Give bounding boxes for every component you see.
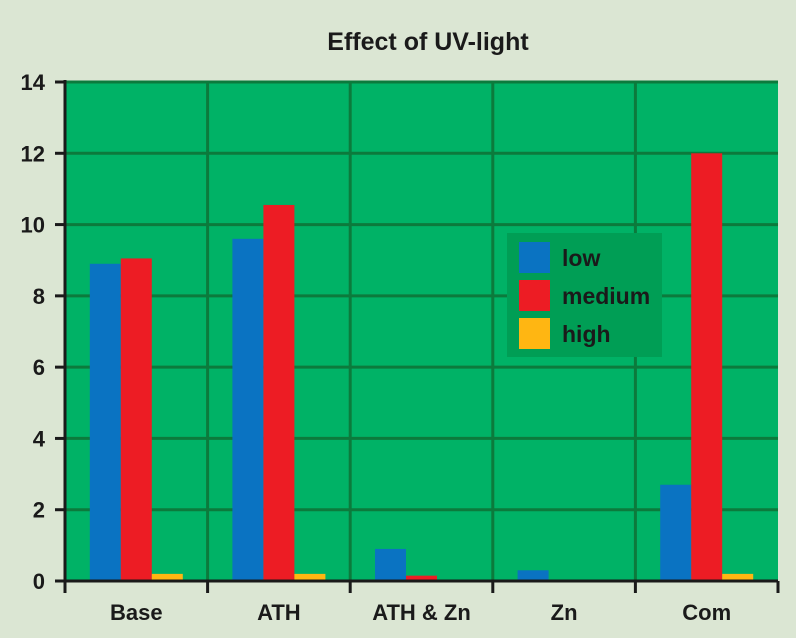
y-tick-label-10: 10 [21,213,45,238]
x-category-label-ath-zn: ATH & Zn [372,600,471,625]
legend-label-medium: medium [562,283,650,309]
axes [55,80,780,593]
x-tick-labels: Base ATH ATH & Zn Zn Com [110,600,731,625]
legend-swatch-high [519,318,550,349]
y-tick-label-6: 6 [33,355,45,380]
legend: low medium high [507,233,662,357]
bar-com-high [722,573,754,581]
legend-swatch-low [519,242,550,273]
y-tick-labels: 0 2 4 6 8 10 12 14 [21,70,46,594]
y-tick-label-12: 12 [21,141,45,166]
bar-com-medium [691,153,723,582]
bar-base-low [89,263,121,581]
x-category-label-zn: Zn [551,600,578,625]
x-category-label-ath: ATH [257,600,301,625]
y-tick-label-8: 8 [33,284,45,309]
chart-title: Effect of UV-light [327,28,529,56]
y-tick-label-14: 14 [21,70,46,95]
y-tick-label-4: 4 [33,426,46,451]
bar-ath-zn-low [375,548,406,581]
bar-com-low [660,484,692,581]
legend-label-high: high [562,321,611,347]
bar-zn-low [517,570,549,581]
x-category-label-base: Base [110,600,163,625]
y-tick-label-0: 0 [33,569,45,594]
bar-ath-high [294,573,326,581]
legend-swatch-medium [519,280,550,311]
gridlines [65,80,778,583]
legend-label-low: low [562,245,600,271]
x-category-label-com: Com [682,600,731,625]
y-tick-label-2: 2 [33,498,45,523]
bar-ath-medium [263,204,295,582]
bar-ath-low [232,238,264,582]
bar-base-high [151,573,183,581]
bar-base-medium [120,258,152,581]
bar-ath-zn-medium [406,575,437,581]
bars [89,153,754,582]
